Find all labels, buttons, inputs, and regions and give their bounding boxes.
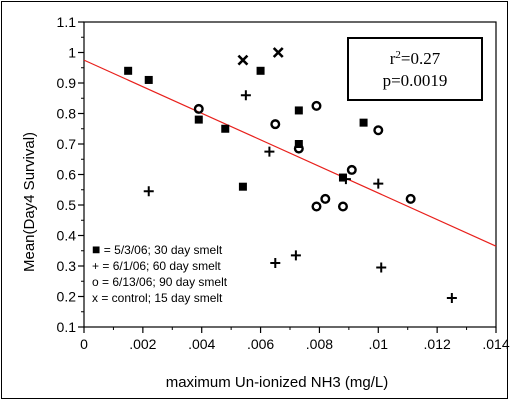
cross-point [272, 47, 284, 58]
circle-point [373, 125, 384, 136]
x-tick-label: .008 [306, 336, 333, 352]
legend: ■ = 5/3/06; 30 day smelt+ = 6/1/06; 60 d… [92, 241, 228, 305]
square-point [194, 115, 203, 124]
r-squared-label: r2=0.27 [390, 49, 441, 68]
circle-point [270, 119, 281, 130]
legend-label: = 6/1/06; 60 day smelt [99, 259, 221, 273]
y-tick-label: 0.8 [57, 106, 77, 122]
plus-point [373, 178, 384, 189]
plus-point [270, 257, 281, 268]
data-points [124, 47, 457, 304]
plus-point [264, 146, 275, 157]
x-tick-label: .002 [129, 336, 156, 352]
y-tick-label: 0.1 [57, 319, 77, 335]
circle-point [320, 193, 331, 204]
y-tick-label: 0.5 [57, 197, 77, 213]
plus-point [240, 90, 251, 101]
x-tick-label: .006 [247, 336, 274, 352]
circle-point [405, 193, 416, 204]
circle-point [193, 103, 204, 114]
legend-entry-square: ■ = 5/3/06; 30 day smelt [92, 241, 223, 257]
r-squared-base: r [390, 49, 396, 68]
circle-point [311, 100, 322, 111]
y-tick-label: 1 [68, 45, 76, 61]
square-point [144, 75, 153, 84]
r-squared-value: =0.27 [401, 49, 441, 68]
plus-point [340, 174, 351, 185]
x-tick-label: .012 [424, 336, 451, 352]
y-axis-label: Mean(Day4 Survival) [21, 132, 38, 272]
square-point [359, 118, 368, 127]
plus-point [446, 293, 457, 304]
y-tick-label: 1.1 [57, 14, 77, 30]
x-tick-label: .014 [482, 336, 509, 352]
x-axis-label: maximum Un-ionized NH3 (mg/L) [166, 374, 389, 391]
axis-ticks: 0.1 0.2 0.3 0.4 0.5 0.6 0.7 0.8 0.9 1 1.1 0 .002 .004… [57, 14, 510, 352]
legend-symbol: + [92, 259, 99, 273]
y-tick-label: 0.3 [57, 258, 77, 274]
x-tick-label: .004 [188, 336, 215, 352]
x-tick-label: 0 [80, 336, 88, 352]
legend-entry-plus: + = 6/1/06; 60 day smelt [92, 259, 221, 273]
y-tick-label: 0.2 [57, 289, 77, 305]
square-point [338, 173, 347, 182]
legend-symbol: ■ [92, 241, 100, 257]
cross-point [237, 54, 249, 66]
square-point [221, 124, 230, 133]
stats-box-border [347, 37, 483, 101]
r-squared-exponent: 2 [395, 49, 401, 61]
circle-point [337, 201, 348, 212]
circle-point [311, 201, 322, 212]
y-tick-label: 0.7 [57, 136, 77, 152]
plus-point [290, 250, 301, 261]
legend-entry-circle: o = 6/13/06; 90 day smelt [92, 275, 228, 289]
x-tick-label: .01 [369, 336, 389, 352]
legend-symbol: x [92, 291, 98, 305]
legend-entry-cross: x = control; 15 day smelt [92, 291, 223, 305]
plus-point [143, 186, 154, 197]
square-point [256, 66, 265, 75]
y-tick-label: 0.9 [57, 75, 77, 91]
legend-symbol: o [92, 275, 99, 289]
legend-label: = 6/13/06; 90 day smelt [99, 275, 228, 289]
stats-box: r2=0.27 p=0.0019 [347, 37, 483, 101]
legend-label: = control; 15 day smelt [98, 291, 223, 305]
circle-point [346, 164, 357, 175]
regression-line [83, 59, 497, 247]
square-point [294, 106, 303, 115]
legend-label: = 5/3/06; 30 day smelt [100, 243, 222, 257]
y-tick-label: 0.4 [57, 228, 77, 244]
y-tick-label: 0.6 [57, 167, 77, 183]
plus-point [376, 262, 387, 273]
square-point [124, 66, 133, 75]
square-point [238, 182, 247, 191]
p-value-label: p=0.0019 [383, 71, 448, 90]
circle-point [293, 143, 304, 154]
